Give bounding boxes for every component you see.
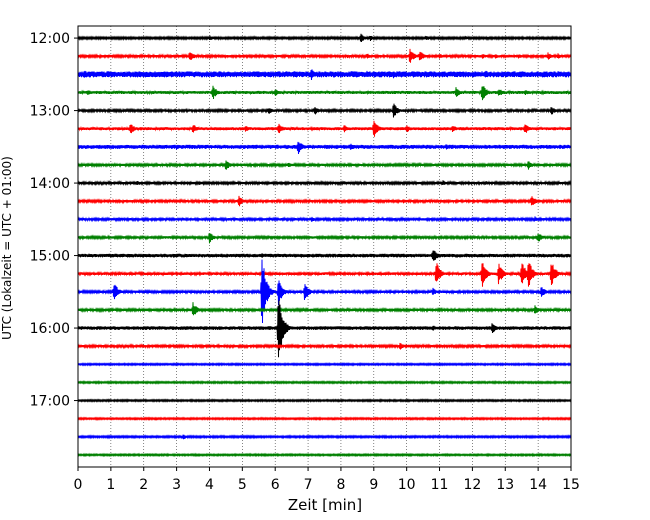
x-tick-label-1: 1 [106,477,115,493]
trace-1545 [77,302,572,316]
trace-1215 [77,48,572,63]
x-axis-ticks: 0 1 2 3 4 5 6 7 8 9 10 11 12 13 14 15 [74,467,580,493]
y-tick-label-2: 14:00 [30,176,70,192]
trace-1400 [77,179,572,187]
x-tick-label-14: 14 [529,477,547,493]
trace-1515 [77,263,572,287]
plot-frame [77,25,572,468]
trace-1330 [77,141,572,155]
trace-1445 [77,233,572,244]
x-tick-label-7: 7 [304,477,313,493]
y-axis-label: UTC (Lokalzeit = UTC + 01:00) [0,156,14,340]
trace-1730 [77,434,572,440]
trace-1615 [77,342,572,350]
x-tick-label-0: 0 [74,477,83,493]
x-tick-label-10: 10 [398,477,416,493]
x-tick-label-3: 3 [172,477,181,493]
trace-1645 [77,379,572,385]
y-tick-label-1: 13:00 [30,104,70,120]
trace-1530 [77,259,572,323]
x-tick-label-4: 4 [205,477,214,493]
trace-1715 [77,416,572,422]
x-tick-label-12: 12 [463,477,481,493]
trace-1300 [77,103,572,118]
trace-1430 [77,216,572,223]
y-tick-label-5: 17:00 [30,394,70,410]
y-tick-label-3: 15:00 [30,249,70,265]
trace-1700 [77,398,572,403]
trace-1230 [77,69,572,81]
x-tick-label-11: 11 [431,477,449,493]
x-tick-label-15: 15 [562,477,580,493]
x-axis-label: Zeit [min] [288,496,362,514]
x-tick-label-6: 6 [271,477,280,493]
trace-1600 [77,300,572,358]
x-tick-label-13: 13 [496,477,514,493]
trace-1745 [77,452,572,458]
trace-1315 [77,120,572,137]
y-tick-label-4: 16:00 [30,321,70,337]
x-tick-label-2: 2 [139,477,148,493]
y-tick-label-0: 12:00 [30,31,70,47]
trace-1345 [77,160,572,170]
trace-1415 [77,195,572,207]
x-tick-label-5: 5 [238,477,247,493]
trace-1200 [77,33,572,43]
x-tick-label-9: 9 [369,477,378,493]
seismic-traces [77,33,572,458]
x-tick-label-8: 8 [336,477,345,493]
trace-1245 [77,85,572,101]
y-axis-ticks: 12:00 13:00 14:00 15:00 16:00 17:00 [30,31,78,410]
trace-1500 [77,250,572,261]
trace-1630 [77,361,572,367]
